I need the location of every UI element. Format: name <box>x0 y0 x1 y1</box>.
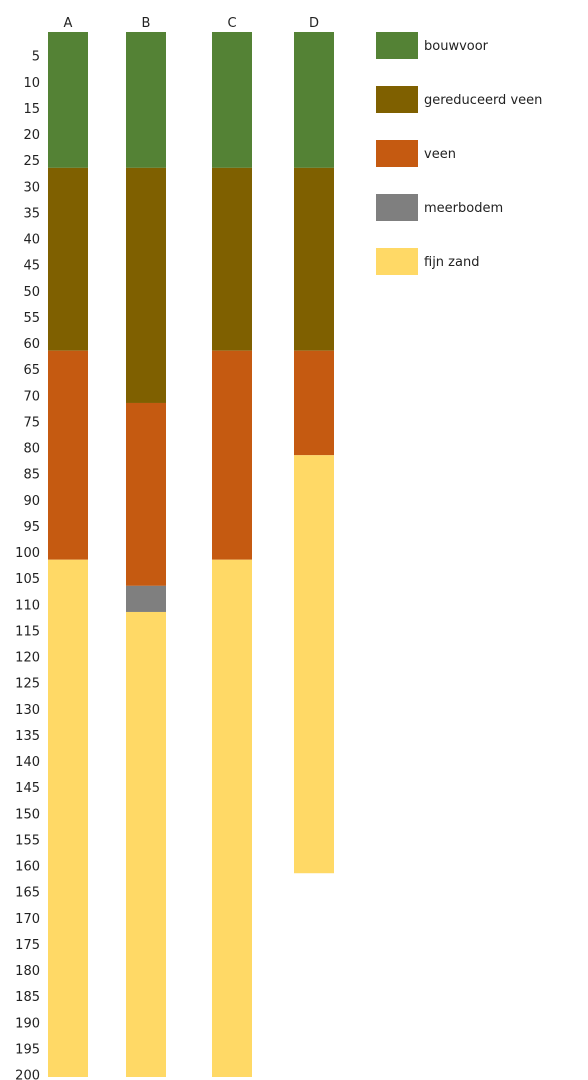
segment-veen <box>212 350 252 560</box>
column-labels: A B C D <box>64 16 319 31</box>
segment-veen <box>48 350 88 560</box>
legend-item-veen: veen <box>376 140 456 167</box>
depth-tick-label: 80 <box>23 442 40 457</box>
segment-bouwvoor <box>294 32 334 168</box>
depth-tick-label: 165 <box>15 886 40 901</box>
depth-tick-label: 65 <box>23 363 40 378</box>
soil-column-b <box>126 32 166 1077</box>
legend-swatch <box>376 248 418 275</box>
segment-veen <box>126 402 166 586</box>
legend-item-gereduceerd-veen: gereduceerd veen <box>376 86 542 113</box>
legend-swatch <box>376 194 418 221</box>
depth-tick-label: 115 <box>15 624 40 639</box>
legend-swatch <box>376 86 418 113</box>
depth-tick-label: 15 <box>23 102 40 117</box>
soil-column-c <box>212 32 252 1077</box>
depth-tick-label: 130 <box>15 703 40 718</box>
segment-bouwvoor <box>48 32 88 168</box>
depth-tick-label: 75 <box>23 415 40 430</box>
depth-tick-label: 50 <box>23 285 40 300</box>
segment-gereduceerd-veen <box>126 167 166 403</box>
segment-bouwvoor <box>212 32 252 168</box>
legend-label: fijn zand <box>424 255 479 270</box>
depth-tick-label: 200 <box>15 1069 40 1080</box>
depth-tick-label: 20 <box>23 128 40 143</box>
depth-tick-label: 40 <box>23 233 40 248</box>
column-label-a: A <box>64 16 73 31</box>
depth-tick-label: 155 <box>15 833 40 848</box>
depth-tick-label: 170 <box>15 912 40 927</box>
depth-tick-label: 60 <box>23 337 40 352</box>
depth-tick-label: 105 <box>15 572 40 587</box>
depth-tick-label: 25 <box>23 154 40 169</box>
legend: bouwvoor gereduceerd veen veen meerbodem fij… <box>376 32 542 275</box>
soil-columns <box>48 32 334 1077</box>
legend-swatch <box>376 140 418 167</box>
depth-tick-label: 145 <box>15 781 40 796</box>
segment-meerbodem <box>126 585 166 612</box>
depth-tick-label: 100 <box>15 546 40 561</box>
legend-label: gereduceerd veen <box>424 93 542 108</box>
depth-tick-label: 5 <box>32 50 40 65</box>
legend-item-bouwvoor: bouwvoor <box>376 32 489 59</box>
depth-tick-label: 140 <box>15 755 40 770</box>
legend-label: meerbodem <box>424 201 503 216</box>
depth-tick-label: 55 <box>23 311 40 326</box>
depth-tick-label: 125 <box>15 677 40 692</box>
depth-tick-label: 45 <box>23 259 40 274</box>
depth-tick-label: 10 <box>23 76 40 91</box>
segment-veen <box>294 350 334 456</box>
legend-label: veen <box>424 147 456 162</box>
segment-fijn-zand <box>212 559 252 1077</box>
depth-tick-label: 185 <box>15 990 40 1005</box>
segment-fijn-zand <box>48 559 88 1077</box>
segment-gereduceerd-veen <box>294 167 334 351</box>
depth-tick-label: 190 <box>15 1016 40 1031</box>
depth-tick-label: 70 <box>23 389 40 404</box>
depth-tick-label: 135 <box>15 729 40 744</box>
column-label-b: B <box>142 16 151 31</box>
depth-tick-label: 90 <box>23 494 40 509</box>
column-label-c: C <box>227 16 236 31</box>
depth-tick-label: 110 <box>15 598 40 613</box>
legend-item-meerbodem: meerbodem <box>376 194 503 221</box>
segment-gereduceerd-veen <box>48 167 88 351</box>
legend-label: bouwvoor <box>424 39 489 54</box>
legend-swatch <box>376 32 418 59</box>
segment-fijn-zand <box>294 455 334 874</box>
depth-tick-label: 150 <box>15 807 40 822</box>
depth-tick-label: 175 <box>15 938 40 953</box>
soil-column-a <box>48 32 88 1077</box>
depth-tick-label: 180 <box>15 964 40 979</box>
depth-tick-label: 35 <box>23 206 40 221</box>
depth-tick-label: 30 <box>23 180 40 195</box>
depth-tick-label: 95 <box>23 520 40 535</box>
depth-tick-label: 85 <box>23 468 40 483</box>
legend-item-fijn-zand: fijn zand <box>376 248 479 275</box>
depth-tick-label: 195 <box>15 1042 40 1057</box>
column-label-d: D <box>309 16 319 31</box>
segment-gereduceerd-veen <box>212 167 252 351</box>
depth-tick-label: 120 <box>15 651 40 666</box>
soil-column-d <box>294 32 334 874</box>
depth-tick-label: 160 <box>15 860 40 875</box>
segment-bouwvoor <box>126 32 166 168</box>
segment-fijn-zand <box>126 611 166 1077</box>
depth-axis-labels: 5 10 15 20 25 30 35 40 45 50 55 60 65 70 75 80 85 90 95 100… <box>15 50 40 1080</box>
